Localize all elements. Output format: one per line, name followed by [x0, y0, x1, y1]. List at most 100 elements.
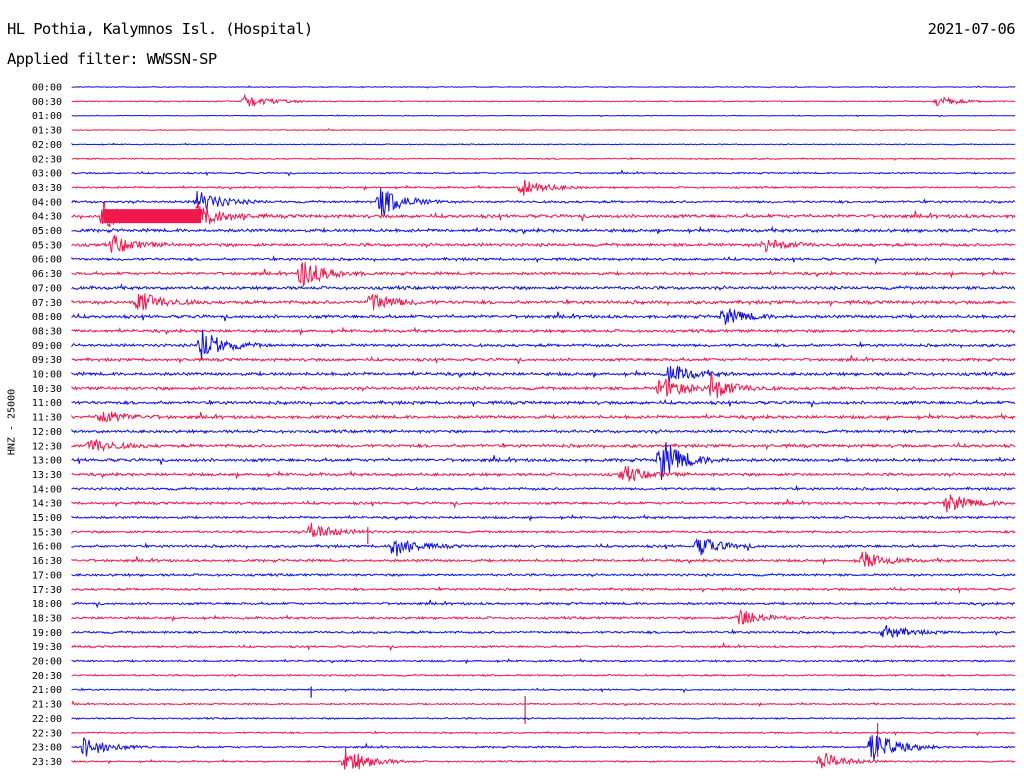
trace-1200	[71, 428, 1016, 435]
trace-2300	[71, 735, 1016, 761]
time-tick-label: 08:00	[32, 312, 62, 323]
time-tick-label: 14:00	[32, 484, 62, 495]
time-tick-label: 02:00	[32, 140, 62, 151]
time-tick-label: 04:30	[32, 212, 62, 223]
trace-2130	[71, 700, 1016, 707]
trace-0930	[71, 354, 1016, 365]
time-tick-label: 04:00	[32, 197, 62, 208]
trace-1500	[71, 513, 1016, 522]
time-tick-label: 00:00	[32, 83, 62, 94]
time-tick-label: 17:00	[32, 570, 62, 581]
time-tick-label: 12:00	[32, 427, 62, 438]
trace-0100	[71, 114, 1016, 118]
trace-0230	[71, 156, 1016, 161]
trace-0730	[71, 293, 1016, 311]
time-tick-label: 09:30	[32, 355, 62, 366]
trace-0630	[71, 261, 1016, 288]
time-tick-label: 22:00	[32, 714, 62, 725]
trace-1030	[71, 372, 1016, 399]
trace-1400	[71, 484, 1016, 492]
time-tick-label: 11:30	[32, 413, 62, 424]
time-tick-label: 00:30	[32, 97, 62, 108]
trace-1130	[71, 411, 1016, 423]
trace-0400	[71, 188, 1016, 216]
trace-0000	[71, 85, 1016, 89]
time-tick-label: 07:00	[32, 283, 62, 294]
trace-1700	[71, 572, 1016, 578]
trace-1830	[71, 609, 1016, 625]
time-tick-label: 09:00	[32, 341, 62, 352]
time-tick-label: 13:30	[32, 470, 62, 481]
time-tick-label: 15:00	[32, 513, 62, 524]
trace-2230	[71, 730, 1016, 737]
time-tick-label: 01:00	[32, 111, 62, 122]
time-tick-label: 15:30	[32, 527, 62, 538]
time-tick-label: 08:30	[32, 326, 62, 337]
trace-0900	[71, 329, 1016, 361]
trace-1530	[71, 522, 1016, 538]
trace-2330	[71, 747, 1016, 770]
trace-1600	[71, 537, 1016, 557]
trace-1930	[71, 641, 1016, 652]
trace-1430	[71, 494, 1016, 513]
trace-2100	[71, 687, 1016, 694]
trace-0530	[71, 233, 1016, 254]
trace-0500	[71, 225, 1016, 235]
trace-0300	[71, 169, 1016, 177]
trace-0330	[71, 179, 1016, 196]
trace-0130	[71, 127, 1016, 132]
time-tick-label: 18:30	[32, 613, 62, 624]
time-tick-label: 20:30	[32, 671, 62, 682]
time-tick-label: 13:00	[32, 456, 62, 467]
time-tick-label: 16:00	[32, 542, 62, 553]
station-title: HL Pothia, Kalymnos Isl. (Hospital)	[7, 20, 313, 38]
trace-1330	[71, 466, 1016, 482]
time-tick-label: 01:30	[32, 126, 62, 137]
time-tick-label: 23:00	[32, 743, 62, 754]
trace-1730	[71, 585, 1016, 594]
saturated-signal-block	[103, 209, 202, 224]
time-tick-label: 05:30	[32, 240, 62, 251]
time-tick-label: 21:00	[32, 685, 62, 696]
time-tick-label: 10:00	[32, 370, 62, 381]
record-date: 2021-07-06	[927, 20, 1016, 38]
filter-label: Applied filter: WWSSN-SP	[7, 50, 217, 68]
time-tick-label: 23:30	[32, 757, 62, 768]
time-tick-label: 12:30	[32, 441, 62, 452]
time-tick-label: 21:30	[32, 700, 62, 711]
time-tick-label: 05:00	[32, 226, 62, 237]
time-tick-label: 19:00	[32, 628, 62, 639]
trace-1000	[71, 365, 1016, 382]
time-tick-label: 06:00	[32, 255, 62, 266]
trace-2200	[71, 716, 1016, 721]
trace-1230	[71, 439, 1016, 453]
trace-0830	[71, 326, 1016, 337]
time-tick-label: 17:30	[32, 585, 62, 596]
trace-1630	[71, 551, 1016, 567]
time-tick-label: 14:30	[32, 499, 62, 510]
time-tick-label: 20:00	[32, 657, 62, 668]
time-tick-label: 16:30	[32, 556, 62, 567]
time-tick-label: 02:30	[32, 154, 62, 165]
trace-2030	[71, 673, 1016, 678]
trace-1300	[71, 441, 1016, 481]
time-tick-label: 03:30	[32, 183, 62, 194]
trace-1800	[71, 599, 1016, 609]
time-tick-label: 22:30	[32, 728, 62, 739]
trace-0200	[71, 142, 1016, 146]
time-tick-label: 03:00	[32, 169, 62, 180]
trace-0030	[71, 93, 1016, 107]
time-tick-label: 07:30	[32, 298, 62, 309]
time-tick-label: 19:30	[32, 642, 62, 653]
time-tick-label: 18:00	[32, 599, 62, 610]
time-tick-label: 11:00	[32, 398, 62, 409]
trace-1900	[71, 625, 1016, 639]
time-tick-label: 10:30	[32, 384, 62, 395]
trace-0600	[71, 255, 1016, 265]
trace-0430	[71, 202, 1016, 228]
trace-0800	[71, 308, 1016, 325]
trace-2000	[71, 658, 1016, 665]
trace-0700	[71, 283, 1016, 292]
time-tick-label: 06:30	[32, 269, 62, 280]
